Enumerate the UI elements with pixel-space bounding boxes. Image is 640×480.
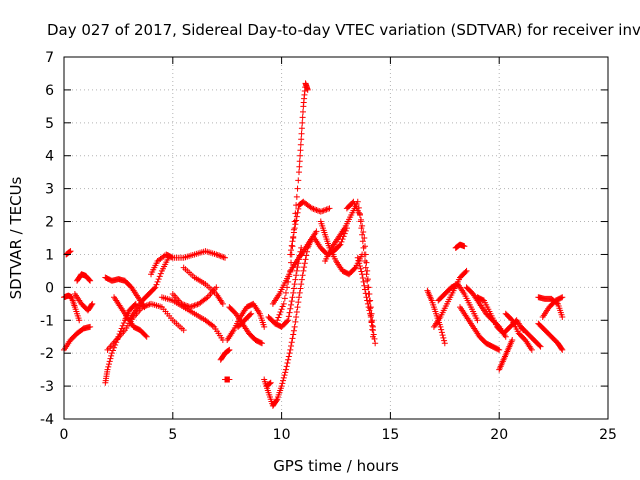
series-arc-d bbox=[71, 290, 96, 314]
data-point-markers bbox=[180, 264, 226, 307]
series-arc-v bbox=[265, 244, 305, 330]
series-arc-j bbox=[148, 248, 229, 278]
data-point-markers bbox=[71, 290, 96, 314]
series-arc-s bbox=[235, 310, 255, 330]
series-arc-ad bbox=[354, 254, 379, 347]
data-point-markers bbox=[126, 254, 172, 324]
series-arc-ai bbox=[457, 304, 503, 353]
series-arc-ag bbox=[435, 281, 481, 324]
x-tick-label: 10 bbox=[273, 427, 291, 443]
data-point-markers bbox=[287, 198, 333, 258]
y-tick-label: -1 bbox=[40, 313, 54, 329]
y-axis-label: SDTVAR / TECUs bbox=[7, 176, 25, 299]
y-tick-label: 1 bbox=[45, 247, 54, 263]
data-point-markers bbox=[539, 294, 566, 320]
series-arc-u bbox=[263, 379, 274, 390]
data-point-markers bbox=[74, 271, 94, 284]
series-arc-o bbox=[217, 346, 233, 363]
x-tick-label: 0 bbox=[60, 427, 69, 443]
y-tick-label: -4 bbox=[40, 412, 54, 428]
x-tick-label: 20 bbox=[490, 427, 508, 443]
series-arc-ae bbox=[424, 287, 448, 347]
x-tick-label: 15 bbox=[381, 427, 399, 443]
y-tick-label: 6 bbox=[45, 83, 54, 99]
data-point-markers bbox=[517, 323, 544, 350]
data-point-markers bbox=[496, 337, 516, 373]
series-arc-y bbox=[287, 198, 333, 258]
data-point-markers bbox=[535, 320, 566, 353]
series-arc-e bbox=[74, 271, 94, 284]
series-arc-am bbox=[502, 310, 535, 353]
series-arc-k bbox=[126, 254, 172, 324]
y-tick-label: 3 bbox=[45, 182, 54, 198]
y-tick-label: 2 bbox=[45, 215, 54, 231]
series-arc-al bbox=[496, 337, 516, 373]
y-tick-label: -3 bbox=[40, 379, 54, 395]
data-point-markers bbox=[148, 248, 229, 278]
x-tick-label: 5 bbox=[168, 427, 177, 443]
plot-frame bbox=[63, 56, 609, 420]
data-point-markers bbox=[502, 310, 535, 353]
y-tick-label: 5 bbox=[45, 116, 54, 132]
data-point-markers bbox=[261, 235, 316, 409]
grid-lines bbox=[64, 57, 608, 419]
data-point-markers bbox=[265, 244, 305, 330]
axis-ticks: 0 5 10 15 20 25 -4 -3 -2 -1 0 1 2 3 4 5 6 7 bbox=[40, 50, 617, 443]
data-point-markers bbox=[435, 281, 481, 324]
data-point-markers bbox=[354, 254, 379, 347]
data-points bbox=[61, 80, 566, 409]
series-arc-t bbox=[261, 235, 316, 409]
x-axis-label: GPS time / hours bbox=[273, 457, 399, 475]
data-point-markers bbox=[452, 241, 468, 251]
series-arc-l bbox=[158, 294, 226, 344]
data-point-markers bbox=[217, 346, 233, 363]
series-arc-r bbox=[226, 304, 266, 347]
x-tick-label: 25 bbox=[599, 427, 617, 443]
data-point-markers bbox=[222, 376, 233, 383]
y-tick-label: 0 bbox=[45, 280, 54, 296]
y-tick-label: 7 bbox=[45, 50, 54, 66]
y-tick-label: -2 bbox=[40, 346, 54, 362]
data-point-markers bbox=[424, 287, 448, 347]
series-arc-ah bbox=[452, 241, 468, 251]
series-arc-ao bbox=[535, 320, 566, 353]
data-point-markers bbox=[226, 304, 266, 347]
series-arc-aq bbox=[539, 294, 566, 320]
series-arc-p bbox=[222, 376, 233, 383]
data-point-markers bbox=[263, 379, 274, 390]
y-tick-label: 4 bbox=[45, 149, 54, 165]
data-point-markers bbox=[457, 304, 503, 353]
data-point-markers bbox=[235, 310, 255, 330]
chart-title: Day 027 of 2017, Sidereal Day-to-day VTE… bbox=[47, 21, 640, 39]
data-point-markers bbox=[158, 294, 226, 344]
series-arc-n bbox=[180, 264, 226, 307]
series-arc-an bbox=[517, 323, 544, 350]
